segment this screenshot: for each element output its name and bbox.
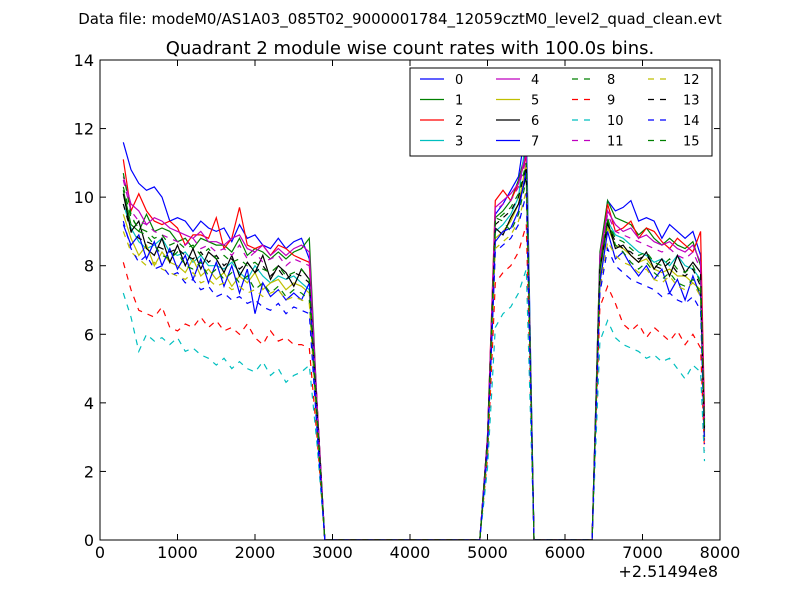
y-tick-label: 6 — [84, 325, 94, 344]
legend-label-4: 4 — [531, 73, 539, 88]
legend-label-8: 8 — [607, 73, 615, 88]
legend-label-5: 5 — [531, 94, 539, 109]
x-tick-label: 3000 — [312, 543, 353, 562]
chart-supertitle: Data file: modeM0/AS1A03_085T02_90000017… — [78, 10, 722, 29]
series-line-9 — [122, 224, 706, 540]
legend-label-13: 13 — [683, 94, 700, 109]
y-tick-label: 4 — [84, 394, 94, 413]
legend-label-11: 11 — [607, 135, 624, 150]
legend-box — [409, 67, 713, 157]
series-line-0 — [122, 125, 706, 540]
series-line-1 — [122, 148, 706, 540]
legend-label-9: 9 — [607, 94, 615, 109]
x-tick-label: 1000 — [157, 543, 198, 562]
series-line-10 — [122, 268, 706, 540]
y-tick-label: 0 — [84, 531, 94, 550]
legend-label-10: 10 — [607, 114, 624, 129]
x-offset-label: +2.51494e8 — [618, 562, 718, 581]
y-tick-label: 8 — [84, 257, 94, 276]
series-line-4 — [122, 152, 706, 540]
x-tick-label: 4000 — [390, 543, 431, 562]
series-line-6 — [122, 176, 706, 540]
series-line-7 — [122, 169, 706, 540]
axes: 0 1000 2000 3000 4000 5000 6000 7000 80000246810… — [74, 51, 741, 562]
y-tick-label: 14 — [74, 51, 94, 70]
legend-label-7: 7 — [531, 135, 539, 150]
series-line-12 — [122, 190, 706, 540]
x-tick-label: 0 — [95, 543, 105, 562]
x-tick-label: 8000 — [700, 543, 741, 562]
legend-label-14: 14 — [683, 114, 700, 129]
x-tick-label: 7000 — [622, 543, 663, 562]
series-line-13 — [122, 166, 706, 540]
x-tick-label: 5000 — [467, 543, 508, 562]
series-line-14 — [122, 193, 706, 540]
legend-label-12: 12 — [683, 73, 700, 88]
y-tick-label: 10 — [74, 188, 94, 207]
y-tick-label: 2 — [84, 462, 94, 481]
series-line-11 — [122, 159, 706, 540]
x-tick-label: 2000 — [235, 543, 276, 562]
legend-label-15: 15 — [683, 135, 700, 150]
series-line-2 — [122, 155, 706, 540]
chart-title: Quadrant 2 module wise count rates with … — [166, 38, 655, 59]
legend-label-6: 6 — [531, 114, 539, 129]
series-lines — [122, 125, 706, 540]
legend-label-3: 3 — [455, 135, 463, 150]
x-tick-label: 6000 — [545, 543, 586, 562]
legend-label-1: 1 — [455, 94, 463, 109]
legend-label-0: 0 — [455, 73, 463, 88]
y-tick-label: 12 — [74, 120, 94, 139]
legend-label-2: 2 — [455, 114, 463, 129]
